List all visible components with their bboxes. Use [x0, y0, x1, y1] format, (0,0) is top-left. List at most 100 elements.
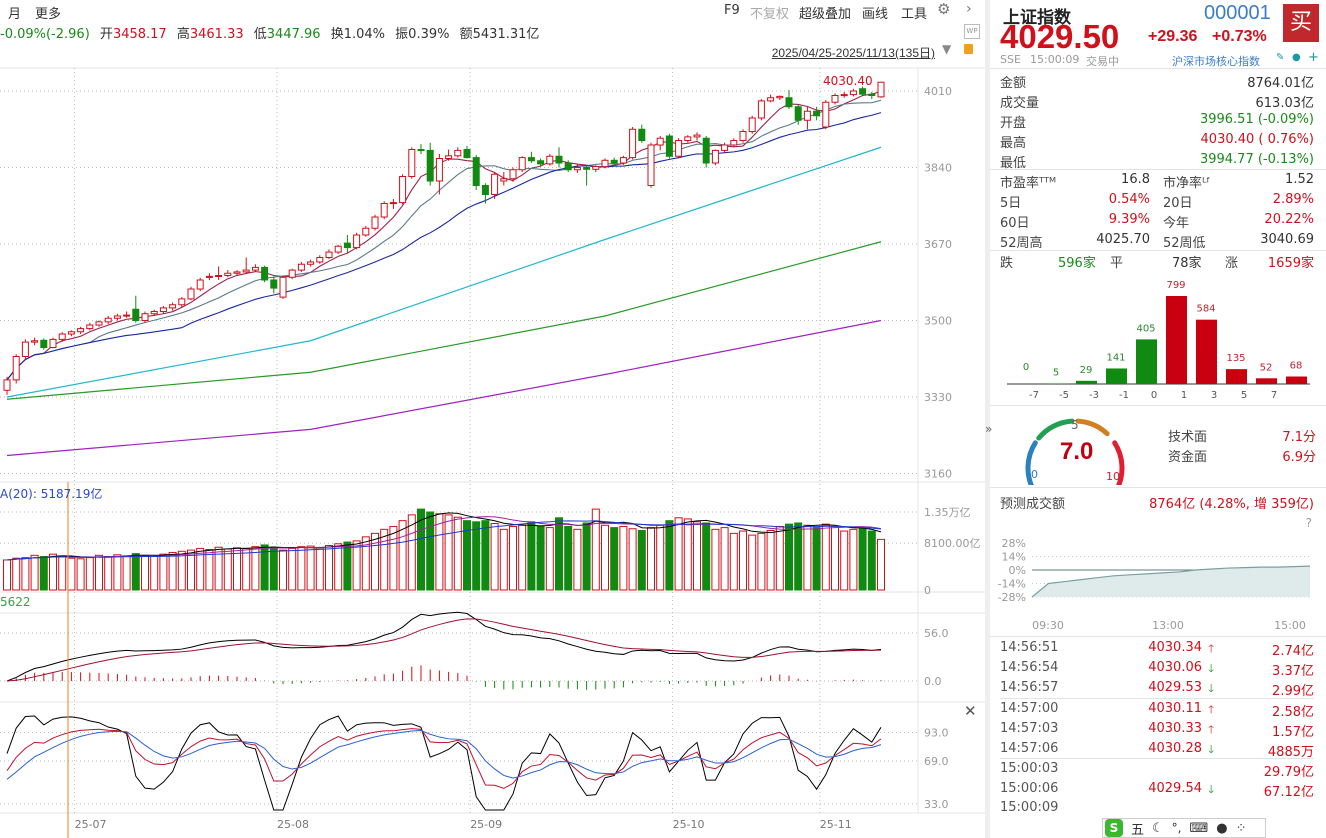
chevron-right-icon[interactable]: › — [966, 1, 972, 17]
wp-icon[interactable]: WP — [964, 24, 980, 39]
macd-tick-label: 0.0 — [924, 675, 942, 688]
double-chevron-right-icon[interactable]: » — [985, 422, 993, 436]
kline-chart-panel[interactable]: 4010 3840 3670 3500 3330 3160 25-07 25-08 25-09 2… — [0, 0, 985, 838]
stat-value: 8764.01亿 — [1247, 76, 1314, 91]
stat-value: 3040.69 — [1260, 232, 1314, 247]
stat-row: 最高 4030.40 ( 0.76%) — [1000, 130, 1314, 151]
candle-down — [564, 162, 572, 171]
kline-chart[interactable]: 4010 3840 3670 3500 3330 3160 25-07 25-08 25-09 2… — [0, 0, 985, 838]
macd-dea-line — [6, 618, 882, 682]
stat-value: 20.22% — [1264, 212, 1314, 227]
help-icon[interactable]: ? — [1305, 516, 1312, 530]
volume-bar — [279, 549, 287, 591]
buy-button[interactable]: 买 — [1283, 4, 1319, 42]
quote-time: 15:00:09 — [1030, 53, 1080, 66]
plus-icon[interactable]: + — [1308, 50, 1319, 65]
volume-ma-label: A(20): 5187.19亿 — [0, 487, 103, 501]
close-icon[interactable]: ✕ — [964, 702, 977, 720]
volume-bar — [490, 523, 499, 591]
user-icon[interactable]: ● — [1216, 820, 1228, 836]
stat-label: 最高 — [1000, 136, 1027, 151]
moon-icon[interactable]: ☾ — [1152, 820, 1164, 836]
tick-row: 15:00:09 — [1000, 800, 1314, 820]
distribution-bar — [1166, 296, 1187, 384]
distribution-bar — [1136, 339, 1157, 384]
candle-down — [132, 308, 140, 321]
candle-up — [205, 275, 213, 278]
volume-bar — [555, 517, 563, 591]
tick-row: 14:57:00 4030.11 🡑 2.58亿 — [1000, 701, 1314, 721]
candle-up — [353, 234, 361, 249]
quote-panel: 上证指数 000001 买 4029.50 +29.36 +0.73% SSE … — [990, 0, 1326, 838]
volume-bar — [251, 546, 260, 591]
candle-up — [178, 298, 186, 306]
candle-up — [877, 81, 885, 98]
candle-up — [307, 261, 315, 265]
category-link[interactable]: 沪深市场核心指数 — [1172, 55, 1260, 68]
sogou-logo-icon[interactable]: S — [1105, 819, 1123, 837]
candle-up — [380, 203, 388, 218]
candle-up — [316, 257, 324, 263]
candle-up — [803, 110, 811, 121]
punctuation-icon[interactable]: °, — [1171, 821, 1182, 835]
candle-up — [435, 158, 443, 182]
period-month-button[interactable]: 月 — [8, 7, 22, 22]
stat-label: 开盘 — [1000, 116, 1027, 131]
dropdown-triangle-icon[interactable]: ▼ — [942, 42, 952, 56]
distribution-value: 5 — [1053, 367, 1059, 378]
distribution-tick: 1 — [1181, 390, 1187, 401]
panel-divider[interactable] — [985, 0, 990, 838]
tools-button[interactable]: 工具 — [901, 7, 928, 22]
tick-amount: 3.37亿 — [1272, 664, 1314, 679]
candle-up — [123, 314, 131, 317]
volume-bar — [628, 528, 637, 591]
volume-bar — [582, 522, 591, 591]
candle-up — [67, 331, 75, 335]
ime-mode[interactable]: 五 — [1131, 822, 1145, 838]
high-value: 3461.33 — [189, 27, 244, 42]
stat-label: 20日 — [1163, 196, 1193, 211]
distribution-value: 29 — [1080, 365, 1093, 376]
tick-amount: 2.58亿 — [1272, 705, 1314, 720]
volume-bar — [453, 516, 462, 591]
overlay-button[interactable]: 超级叠加 — [799, 7, 852, 22]
ime-toolbar[interactable]: S 五 ☾ °, ⌨ ● ⁘ — [1102, 818, 1266, 838]
stat-row: 52周高 4025.70 52周低 3040.69 — [1000, 230, 1314, 251]
low-label: 低 — [253, 27, 267, 42]
candle-down — [270, 279, 278, 289]
forecast-area — [1032, 566, 1310, 597]
gear-icon[interactable]: ⚙ — [937, 0, 951, 18]
candle-up — [546, 155, 554, 165]
more-button[interactable]: 更多 — [35, 7, 62, 22]
up-label: 涨 — [1225, 256, 1239, 271]
candle-up — [159, 307, 167, 312]
tick-price: 4030.28 — [1148, 741, 1202, 756]
volume-bar — [858, 528, 867, 591]
grid-menu-icon[interactable]: ⁘ — [1235, 820, 1247, 836]
candle-up — [21, 341, 29, 358]
bell-icon[interactable]: ● — [1292, 52, 1301, 63]
stat-label: 60日 — [1000, 216, 1030, 231]
candle-up — [730, 140, 738, 146]
draw-button[interactable]: 画线 — [862, 7, 889, 22]
tick-amount: 2.74亿 — [1272, 644, 1314, 659]
volume-bar — [325, 545, 333, 591]
forecast-line — [1031, 565, 1311, 598]
distribution-tick: -1 — [1119, 390, 1129, 401]
f9-button[interactable]: F9 — [724, 3, 740, 18]
candle-up — [693, 134, 701, 138]
date-tick-label: 25-11 — [820, 818, 852, 831]
lock-icon[interactable] — [964, 44, 973, 54]
volume-bar — [58, 555, 67, 591]
keyboard-icon[interactable]: ⌨ — [1189, 820, 1209, 836]
stock-name: 上证指数 — [1003, 8, 1071, 28]
pencil-icon[interactable]: ✎ — [1276, 52, 1285, 63]
date-range-selector[interactable]: 2025/04/25-2025/11/13(135日) — [771, 46, 935, 60]
volume-bar — [821, 523, 830, 591]
forecast-tick-label: 28% — [1002, 537, 1026, 550]
volume-bar — [444, 514, 453, 591]
adjust-button[interactable]: 不复权 — [750, 7, 790, 22]
ma10-line — [6, 99, 882, 381]
volume-bar — [297, 546, 306, 591]
candle-down — [868, 93, 876, 97]
